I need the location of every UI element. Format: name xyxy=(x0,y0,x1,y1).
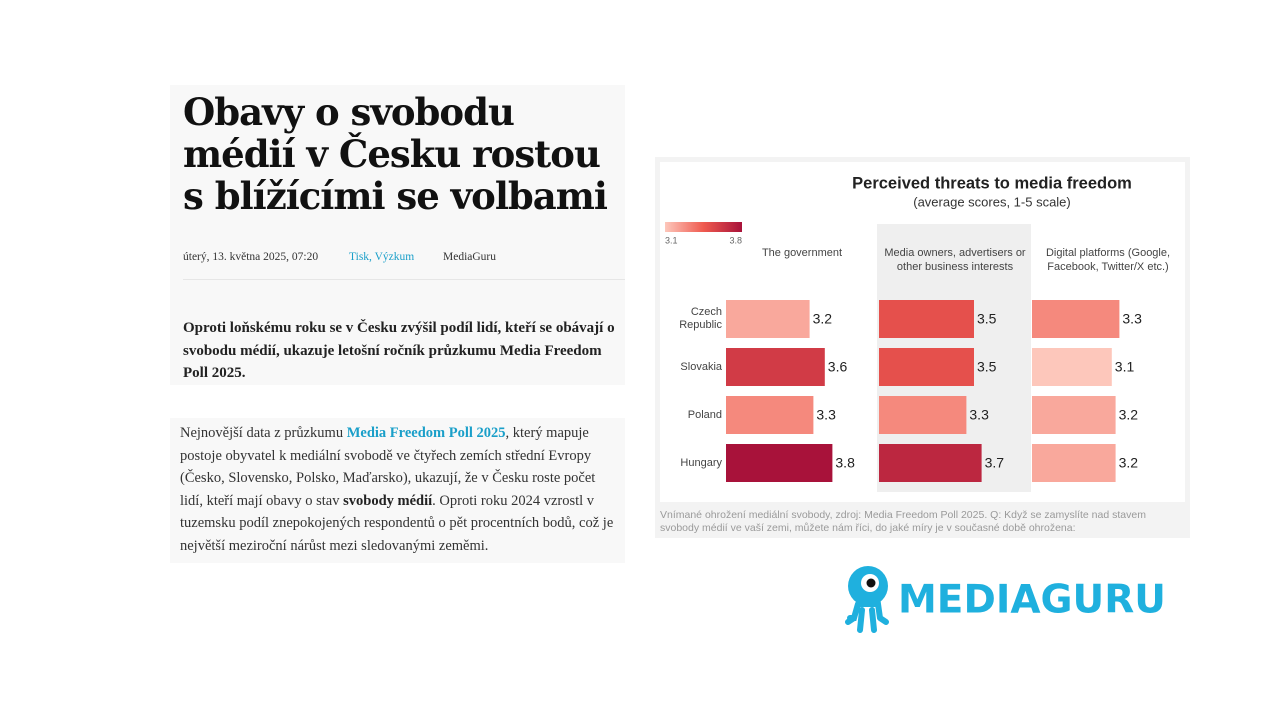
bar xyxy=(879,348,974,386)
body-run: svobody médií xyxy=(343,492,433,509)
value-label: 3.3 xyxy=(969,407,989,423)
panel-title: The government xyxy=(761,247,843,259)
value-label: 3.2 xyxy=(1119,455,1139,471)
chart-subtitle: (average scores, 1-5 scale) xyxy=(913,194,1071,209)
chart-svg: Perceived threats to media freedom (aver… xyxy=(660,162,1185,502)
bar xyxy=(726,396,814,434)
body-run: Nejnovější data z průzkumu xyxy=(180,425,347,441)
author[interactable]: MediaGuru xyxy=(443,251,497,263)
value-label: 3.7 xyxy=(985,455,1005,471)
chart-title: Perceived threats to media freedom xyxy=(852,174,1132,192)
value-label: 3.2 xyxy=(1119,407,1139,423)
logo-pupil xyxy=(866,578,876,588)
chart: Perceived threats to media freedom (aver… xyxy=(655,157,1190,538)
value-label: 3.1 xyxy=(1115,359,1135,375)
bar xyxy=(726,348,825,386)
body-text: Nejnovější data z průzkumu Media Freedom… xyxy=(180,422,620,557)
article-title: Obavy o svobodu médií v Česku rostou s b… xyxy=(183,90,608,218)
article-body: Nejnovější data z průzkumu Media Freedom… xyxy=(170,418,625,563)
bar xyxy=(879,396,967,434)
value-label: 3.3 xyxy=(1122,311,1142,327)
category-label: Hungary xyxy=(680,456,722,469)
category-label: Poland xyxy=(687,408,722,421)
tags[interactable]: Tisk, Výzkum xyxy=(349,251,415,263)
bar xyxy=(1032,444,1116,482)
logo-body xyxy=(845,601,889,633)
value-label: 3.8 xyxy=(835,455,855,471)
bar xyxy=(1032,300,1120,338)
body-run[interactable]: Media Freedom Poll 2025 xyxy=(346,425,506,441)
separator xyxy=(183,279,625,280)
panel-title: Media owners, advertisers or other busin… xyxy=(884,247,1026,273)
article-header: Obavy o svobodu médií v Česku rostou s b… xyxy=(170,85,625,385)
logo: MEDIAGURU xyxy=(845,566,1166,633)
bar xyxy=(879,300,974,338)
legend-gradient xyxy=(665,222,742,232)
legend-label: 3.1 xyxy=(665,235,678,245)
body-run: . Oproti roku 2024 vzrostl v tuzemsku po… xyxy=(180,492,614,554)
value-label: 3.2 xyxy=(813,311,833,327)
category-label: Slovakia xyxy=(680,360,722,373)
bar xyxy=(726,444,833,482)
panel-title: Digital platforms (Google, Facebook, Twi… xyxy=(1045,247,1171,273)
date: úterý, 13. května 2025, 07:20 xyxy=(183,251,319,263)
value-label: 3.3 xyxy=(816,407,836,423)
bar xyxy=(1032,348,1112,386)
bar xyxy=(879,444,982,482)
bar xyxy=(726,300,810,338)
lead: Oproti loňskému roku se v Česku zvýšil p… xyxy=(183,320,615,381)
category-label: Czech Republic xyxy=(679,306,722,331)
bar xyxy=(1032,396,1116,434)
value-label: 3.6 xyxy=(828,359,848,375)
logo-text: MEDIAGURU xyxy=(898,578,1166,623)
value-label: 3.5 xyxy=(977,359,997,375)
legend-label: 3.8 xyxy=(729,235,742,245)
caption: Vnímané ohrožení mediální svobody, zdroj… xyxy=(660,509,1146,534)
body-run: , který mapuje postoje obyvatel k mediál… xyxy=(180,425,596,509)
value-label: 3.5 xyxy=(977,311,997,327)
